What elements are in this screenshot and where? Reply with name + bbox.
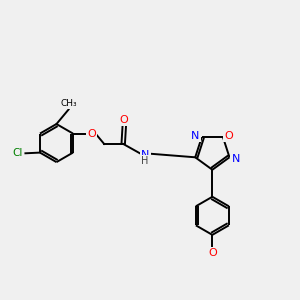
Text: N: N: [191, 131, 200, 141]
Text: Cl: Cl: [13, 148, 23, 158]
Text: O: O: [87, 128, 96, 139]
Text: N: N: [141, 150, 149, 160]
Text: CH₃: CH₃: [60, 99, 77, 108]
Text: O: O: [208, 248, 217, 258]
Text: O: O: [225, 131, 234, 141]
Text: H: H: [141, 156, 149, 166]
Text: O: O: [120, 115, 129, 125]
Text: N: N: [232, 154, 240, 164]
